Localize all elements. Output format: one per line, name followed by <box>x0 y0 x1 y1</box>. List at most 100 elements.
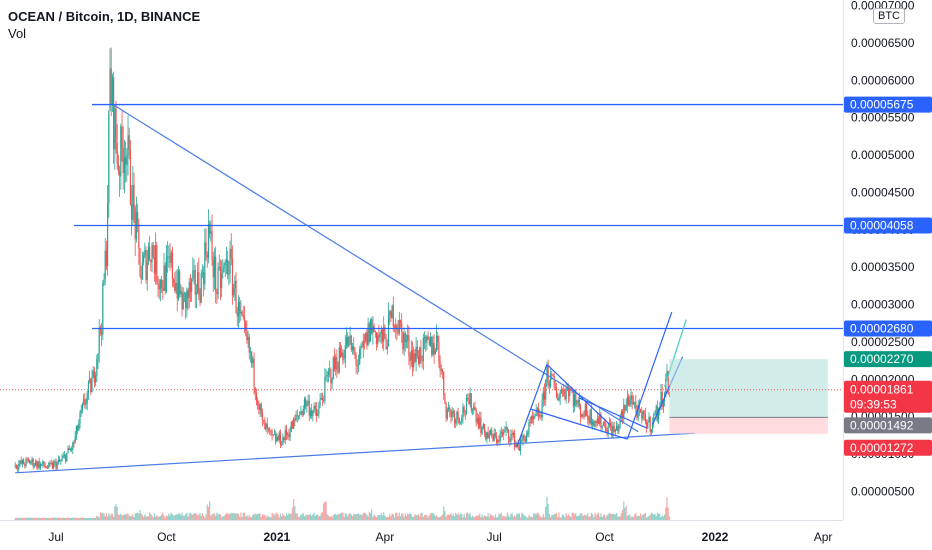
candle-body <box>361 346 363 348</box>
volume-bar <box>422 516 424 520</box>
candle-body <box>97 353 99 360</box>
volume-bar <box>612 513 614 520</box>
candle-body <box>552 373 554 377</box>
volume-bar <box>341 512 343 520</box>
candle-body <box>187 290 189 299</box>
volume-bar <box>425 514 427 520</box>
price-tick-label: 0.00006000 <box>851 73 915 87</box>
volume-bar <box>572 512 574 520</box>
volume-bar <box>350 514 352 520</box>
candle-body <box>457 411 459 419</box>
candle-body <box>193 269 195 271</box>
candle-body <box>204 242 206 285</box>
volume-bar <box>411 516 414 520</box>
candle-body <box>500 432 502 434</box>
volume-bar <box>372 517 374 520</box>
volume-bar <box>312 514 314 520</box>
volume-bar <box>245 516 247 520</box>
candle-body <box>163 265 165 291</box>
candle-body <box>186 290 188 309</box>
candle-body <box>276 436 278 442</box>
volume-bar <box>569 516 571 520</box>
candle-body <box>539 415 541 417</box>
candle-body <box>139 248 141 277</box>
volume-bar <box>362 513 364 520</box>
volume-bar <box>235 513 237 520</box>
currency-badge[interactable]: BTC <box>873 8 905 24</box>
candle-body <box>630 395 632 401</box>
target-price-tag-label: 0.00002270 <box>850 352 914 366</box>
volume-bar <box>618 516 620 520</box>
candle-body <box>191 278 193 292</box>
candle-body <box>257 401 259 406</box>
wedge-line <box>546 363 610 425</box>
volume-bar <box>530 516 532 520</box>
volume-bar <box>493 517 495 520</box>
volume-bar <box>633 514 636 520</box>
candle-body <box>350 335 352 350</box>
candle-body <box>368 323 370 342</box>
volume-bar <box>57 517 60 520</box>
volume-bar <box>243 512 246 520</box>
wedge-line <box>516 364 548 447</box>
candle-body <box>77 426 79 431</box>
candle-body <box>531 415 534 420</box>
candle-body <box>206 255 208 258</box>
volume-bar <box>587 513 589 520</box>
volume-bar <box>31 517 33 520</box>
candle-body <box>313 405 315 412</box>
volume-bar <box>320 513 322 520</box>
volume-bar <box>191 514 193 520</box>
candle-body <box>551 373 553 375</box>
volume-bar <box>72 517 74 520</box>
volume-bar <box>648 515 650 520</box>
candle-body <box>73 442 75 444</box>
volume-bar <box>266 515 268 520</box>
volume-bar <box>378 514 380 520</box>
volume-bar <box>204 517 206 520</box>
volume-bar <box>557 517 559 520</box>
volume-bar <box>264 514 266 520</box>
candle-body <box>537 408 540 417</box>
volume-bar <box>356 513 358 520</box>
candle-body <box>289 431 291 438</box>
candle-body <box>59 459 61 462</box>
volume-bar <box>188 513 190 520</box>
candle-body <box>22 459 25 465</box>
volume-bar <box>177 513 180 520</box>
candle-body <box>299 414 301 416</box>
wedge-line <box>531 408 628 440</box>
candle-body <box>372 325 374 334</box>
volume-bar <box>337 514 339 520</box>
volume-bar <box>511 512 513 520</box>
volume-bar <box>345 513 348 520</box>
candle-body <box>597 418 600 425</box>
volume-bar <box>386 517 388 520</box>
candle-body <box>467 397 469 399</box>
volume-bar <box>407 513 409 520</box>
candle-body <box>639 408 642 413</box>
candle-body <box>284 429 286 441</box>
candle-body <box>91 378 93 393</box>
candle-body <box>271 431 273 436</box>
volume-bar <box>126 513 128 520</box>
candle-body <box>183 292 186 294</box>
candle-body <box>44 465 46 467</box>
volume-bar <box>151 515 153 520</box>
candle-body <box>217 268 219 295</box>
candle-body <box>440 369 442 371</box>
volume-bar <box>567 514 570 520</box>
volume-bar <box>595 515 597 520</box>
candle-body <box>81 403 84 410</box>
volume-bar <box>186 512 188 520</box>
candle-body <box>39 463 41 469</box>
volume-bar <box>145 516 147 520</box>
last-price-label: 0.00001861 <box>850 383 914 397</box>
volume-bar <box>437 516 439 520</box>
volume-bar <box>524 515 526 520</box>
candle-body <box>660 391 662 407</box>
volume-bar <box>132 514 134 520</box>
candle-body <box>86 393 88 404</box>
volume-bar <box>203 515 205 520</box>
